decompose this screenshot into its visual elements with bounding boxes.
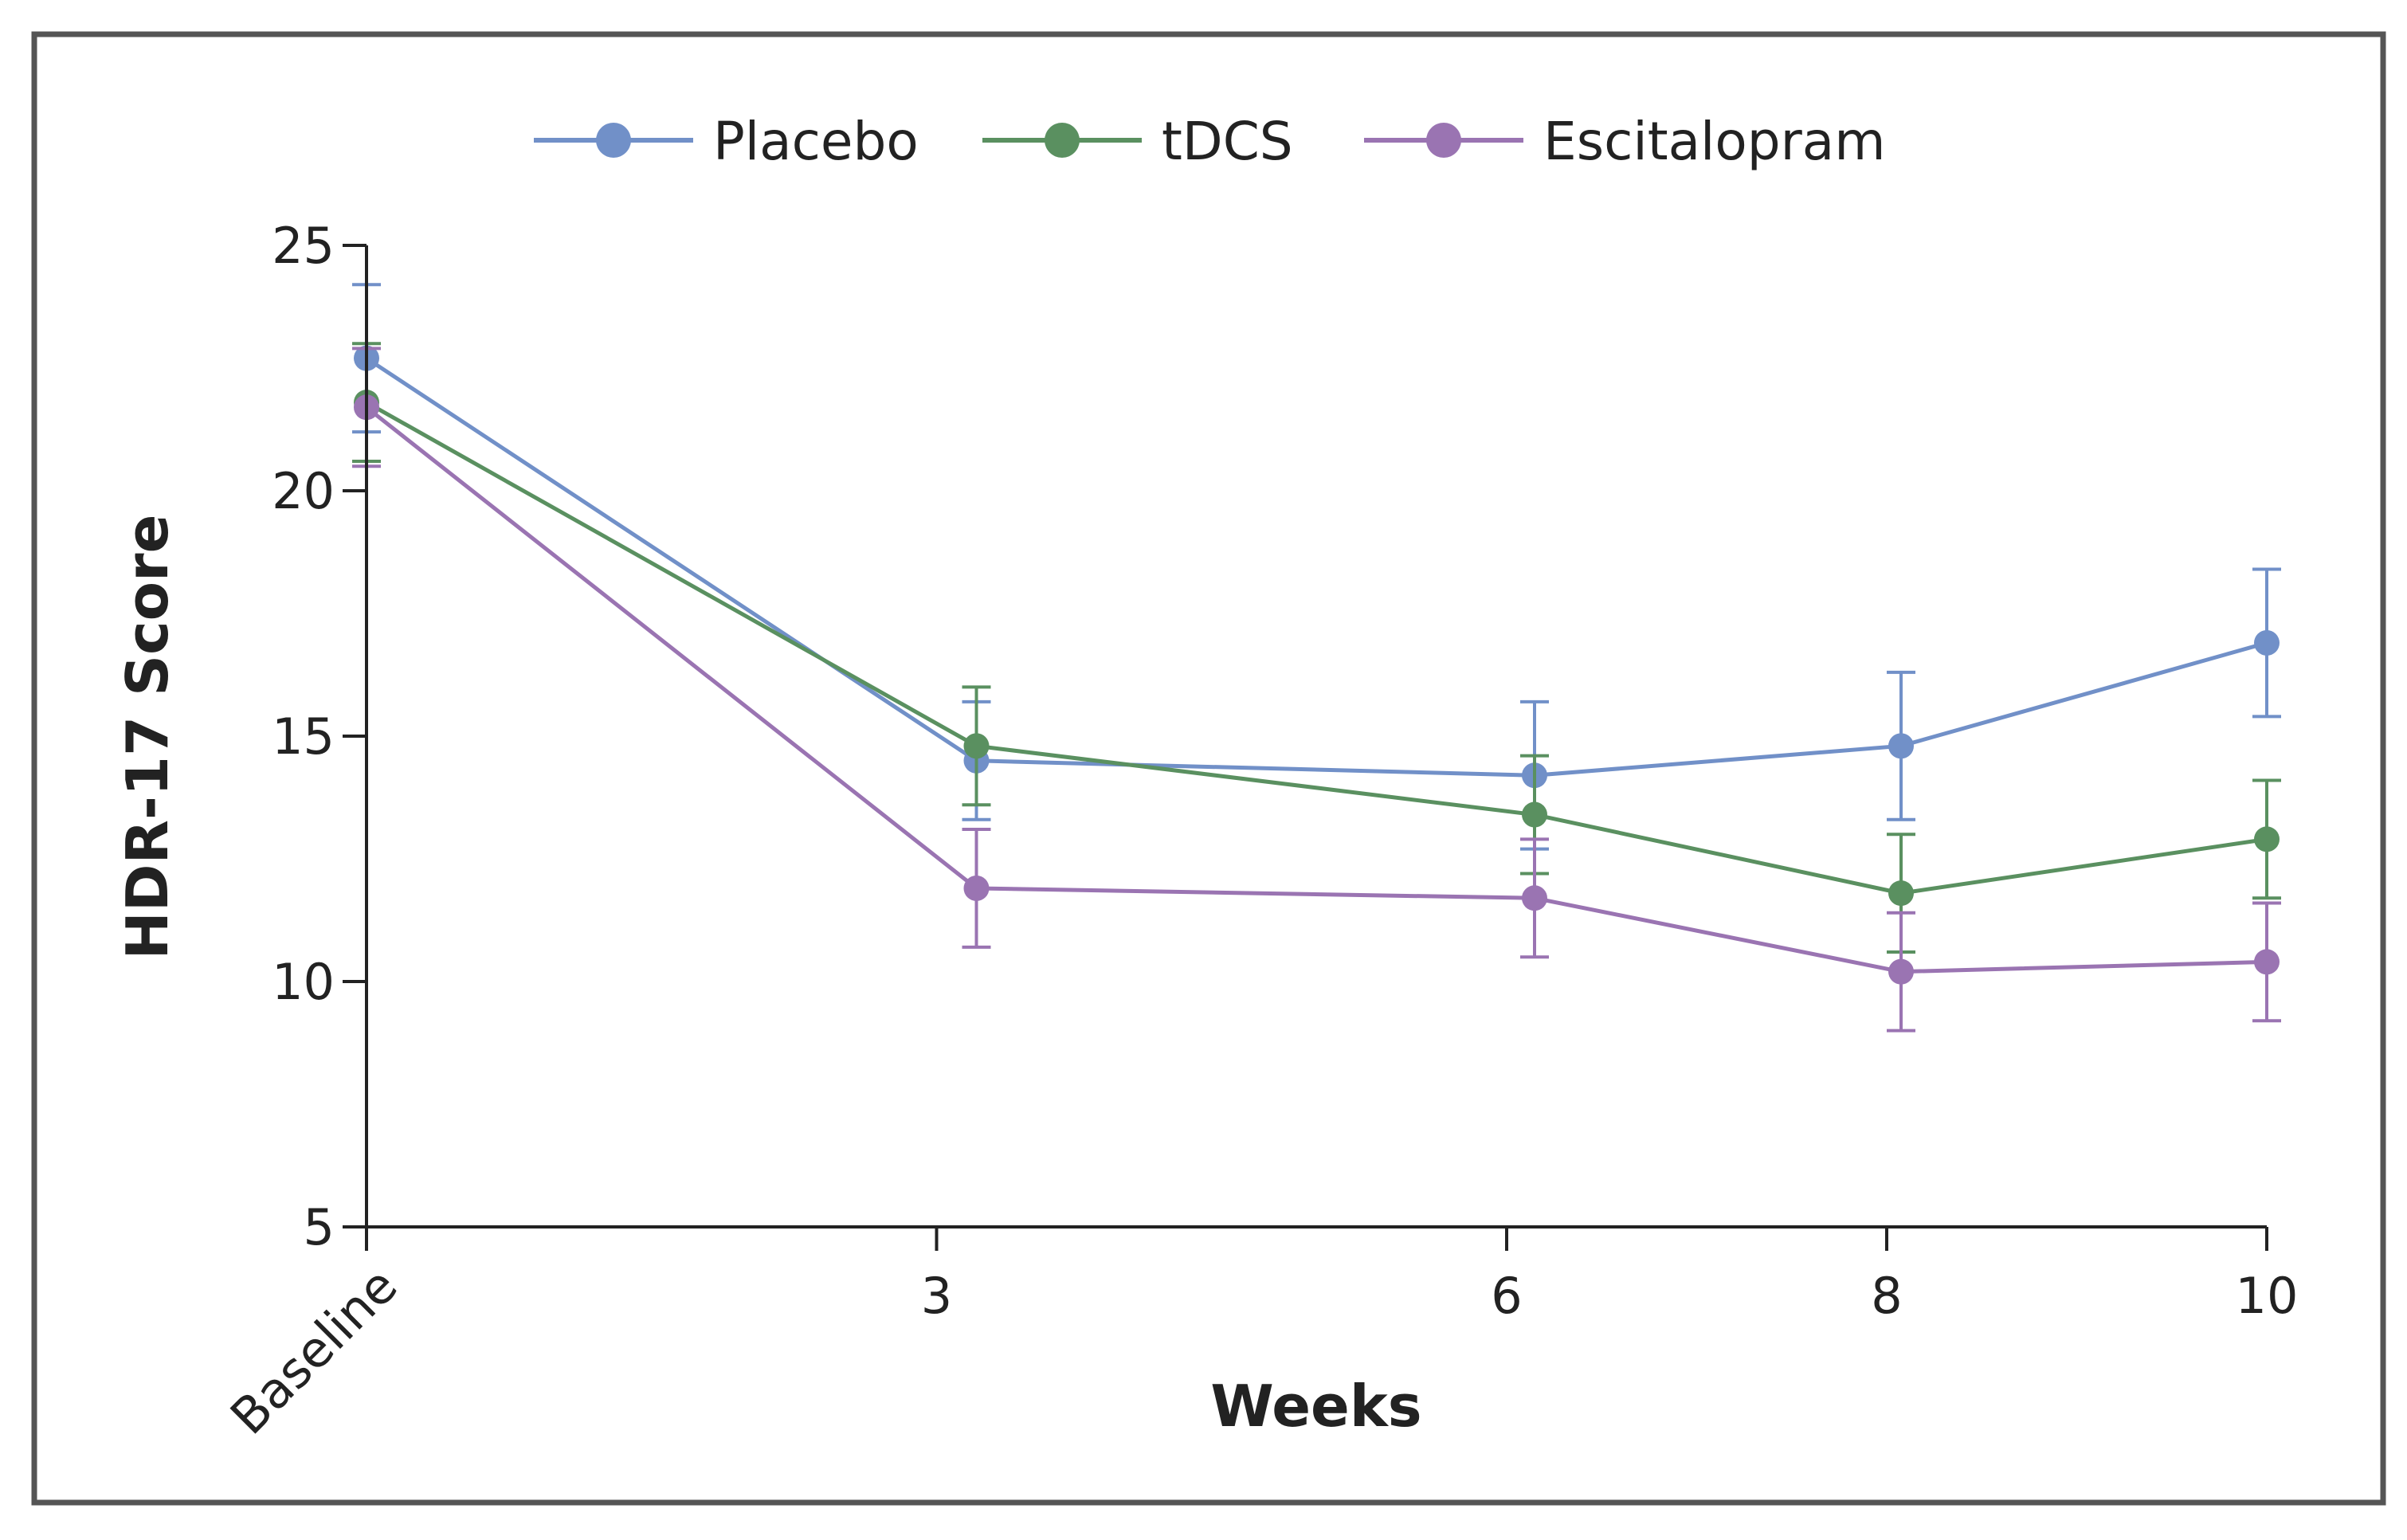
data-point [1888, 733, 1914, 758]
data-point [964, 876, 990, 901]
x-tick-label: 10 [2236, 1267, 2299, 1325]
data-point [1522, 802, 1547, 828]
legend-swatch-marker [596, 123, 631, 158]
data-point [1888, 959, 1914, 985]
x-tick-label: 8 [1871, 1267, 1902, 1325]
legend-label: tDCS [1162, 111, 1293, 172]
data-point [2254, 949, 2280, 974]
y-tick-label: 5 [304, 1198, 335, 1256]
data-point [1888, 880, 1914, 906]
legend-swatch-marker [1045, 123, 1080, 158]
legend-label: Escitalopram [1543, 111, 1886, 172]
data-point [1522, 885, 1547, 911]
data-point [964, 733, 990, 758]
legend: Placebo tDCS Escitalopram [534, 111, 1886, 172]
y-tick-label: 20 [272, 462, 335, 520]
data-point [2254, 826, 2280, 852]
x-axis-title: Weeks [1210, 1373, 1421, 1440]
y-axis-title: HDR-17 Score [114, 515, 181, 960]
data-point [2254, 630, 2280, 656]
line-chart: Placebo tDCS Escitalopram 510152025Baselin… [0, 0, 2407, 1536]
x-tick-label: 3 [921, 1267, 952, 1325]
y-tick-label: 10 [272, 953, 335, 1011]
x-tick-label: 6 [1491, 1267, 1522, 1325]
legend-label: Placebo [713, 111, 919, 172]
y-tick-label: 25 [272, 217, 335, 275]
chart-container: Placebo tDCS Escitalopram 5 10 15 20 25 Baselin… [0, 0, 2407, 1536]
y-tick-label: 15 [272, 707, 335, 766]
legend-swatch-marker [1426, 123, 1461, 158]
